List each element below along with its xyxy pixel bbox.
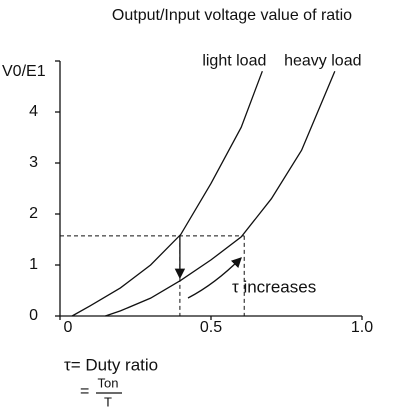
x-tick-label: 0.5 <box>200 319 222 336</box>
x-tick-label: 1.0 <box>351 319 373 336</box>
chart-title: Output/Input voltage value of ratio <box>112 7 352 24</box>
x-tick-label: 0 <box>64 319 73 336</box>
curve <box>105 70 336 317</box>
curve <box>71 70 263 317</box>
y-tick-label: 1 <box>29 256 38 273</box>
y-tick-label: 3 <box>29 154 38 171</box>
annotation: = <box>80 383 89 400</box>
y-tick-label: 2 <box>29 205 38 222</box>
y-tick-label: 0 <box>29 307 38 324</box>
arrow <box>187 257 242 299</box>
annotation: τ increases <box>232 277 316 296</box>
series-label: heavy load <box>284 52 361 69</box>
y-axis-label: V0/E1 <box>2 63 46 80</box>
annotation: T <box>104 394 112 409</box>
annotation: τ= Duty ratio <box>64 355 158 374</box>
y-tick-label: 4 <box>29 103 38 120</box>
series-label: light load <box>202 52 266 69</box>
annotation: Ton <box>98 375 119 390</box>
